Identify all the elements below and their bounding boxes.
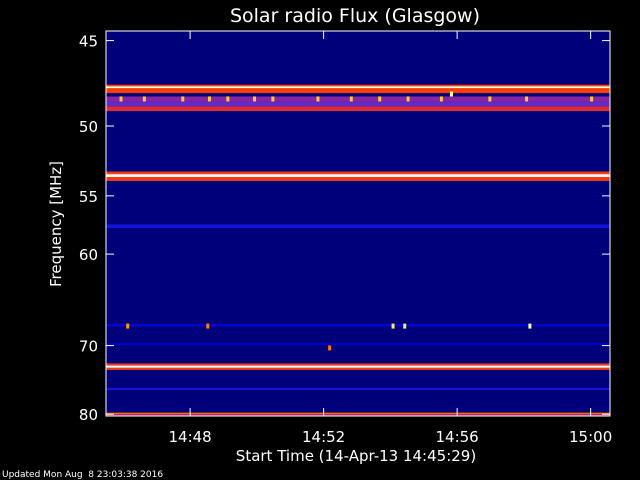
frequency-band-10 (106, 323, 610, 327)
burst-16 (126, 323, 130, 329)
burst-12 (449, 91, 453, 97)
frequency-band-4 (106, 101, 610, 107)
y-tick-label-5: 80 (79, 406, 98, 424)
y-axis-label: Frequency [MHz] (47, 161, 65, 287)
burst-14 (525, 96, 529, 102)
y-tick-label-2: 55 (79, 188, 98, 206)
y-tick-label-4: 70 (79, 338, 98, 356)
y-axis: 45 50 55 60 70 80 (79, 33, 610, 424)
bands-layer (106, 84, 610, 416)
plot-frame (105, 30, 611, 417)
frequency-band-17 (106, 413, 610, 416)
frequency-band-3 (106, 96, 610, 102)
burst-18 (391, 323, 395, 329)
burst-10 (406, 96, 410, 102)
chart-title: Solar radio Flux (Glasgow) (230, 5, 480, 27)
burst-8 (349, 96, 353, 102)
updated-timestamp: Updated Mon Aug 8 23:03:38 2016 (2, 470, 163, 480)
frequency-band-12 (106, 363, 610, 366)
y-tick-label-0: 45 (79, 33, 98, 51)
burst-21 (328, 345, 332, 351)
burst-2 (181, 96, 185, 102)
burst-9 (378, 96, 382, 102)
burst-7 (316, 96, 320, 102)
burst-0 (119, 96, 123, 102)
frequency-band-9 (106, 224, 610, 228)
y-tick-label-1: 50 (79, 118, 98, 136)
burst-3 (207, 96, 211, 102)
burst-13 (488, 96, 492, 102)
frequency-band-13 (106, 365, 610, 368)
frequency-band-5 (106, 106, 610, 112)
frequency-band-2 (106, 88, 610, 94)
burst-17 (206, 323, 210, 329)
x-tick-label-3: 15:00 (569, 428, 612, 446)
burst-11 (439, 96, 443, 102)
burst-19 (403, 323, 407, 329)
x-axis: 14:48 14:52 14:56 15:00 (168, 31, 612, 446)
frequency-band-11 (106, 342, 610, 346)
frequency-band-16 (106, 412, 610, 415)
bursts-layer (119, 91, 594, 351)
x-tick-label-2: 14:56 (436, 428, 479, 446)
x-tick-label-0: 14:48 (168, 428, 211, 446)
frequency-band-7 (106, 174, 610, 179)
plot-background (106, 31, 610, 416)
burst-5 (253, 96, 257, 102)
x-axis-label: Start Time (14-Apr-13 14:45:29) (236, 447, 476, 465)
plot-area (105, 30, 611, 417)
burst-6 (271, 96, 275, 102)
x-tick-label-1: 14:52 (302, 428, 345, 446)
burst-20 (528, 323, 532, 329)
burst-15 (590, 96, 594, 102)
frequency-band-8 (106, 176, 610, 181)
y-tick-label-3: 60 (79, 246, 98, 264)
frequency-band-6 (106, 171, 610, 176)
frequency-band-15 (106, 387, 610, 390)
frequency-band-14 (106, 367, 610, 370)
burst-1 (142, 96, 146, 102)
burst-4 (226, 96, 230, 102)
